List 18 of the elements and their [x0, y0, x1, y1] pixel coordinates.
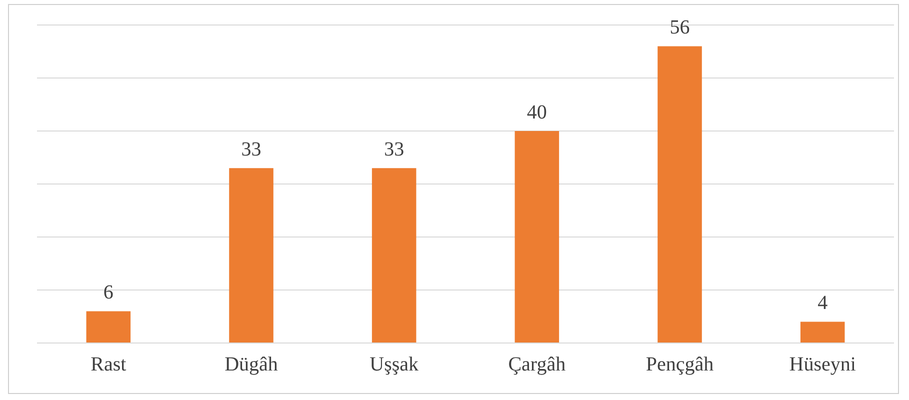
bar — [372, 168, 416, 342]
x-tick-label: Çargâh — [508, 353, 566, 376]
x-tick-label: Rast — [90, 353, 127, 376]
x-tick-label: Pençgâh — [646, 353, 714, 376]
data-label: 56 — [670, 16, 690, 38]
data-label: 4 — [818, 292, 828, 314]
x-tick-label: Dügâh — [224, 353, 278, 376]
bar — [514, 131, 560, 342]
bar — [800, 322, 845, 342]
data-label: 33 — [384, 138, 404, 160]
bar — [86, 311, 131, 342]
data-label: 40 — [526, 101, 547, 124]
x-tick-label: Hüseyni — [789, 353, 856, 376]
data-label: 6 — [103, 281, 114, 304]
bar — [229, 168, 274, 342]
x-tick-label: Uşşak — [370, 353, 419, 376]
data-label: 33 — [241, 138, 262, 160]
bar — [658, 46, 702, 342]
